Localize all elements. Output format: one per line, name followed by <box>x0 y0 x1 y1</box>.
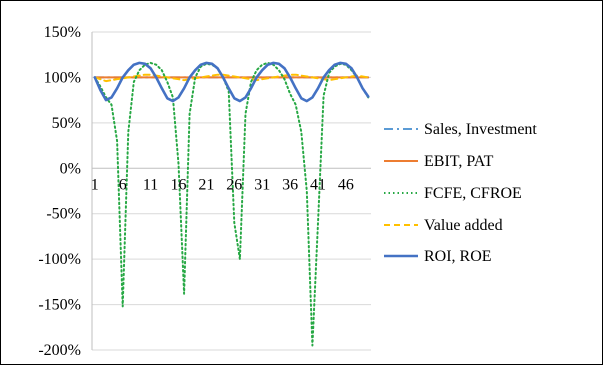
y-tick-label: 50% <box>52 115 81 132</box>
y-tick-label: 150% <box>44 24 81 41</box>
x-tick-label: 11 <box>143 176 158 193</box>
x-tick-label: 31 <box>254 176 270 193</box>
x-tick-label: 6 <box>119 176 127 193</box>
x-tick-label: 21 <box>198 176 214 193</box>
y-tick-label: -200% <box>38 342 81 359</box>
legend-label: Value added <box>424 217 503 234</box>
y-tick-label: -150% <box>38 297 81 314</box>
y-tick-label: 100% <box>44 69 81 86</box>
x-tick-label: 26 <box>226 176 242 193</box>
x-tick-label: 41 <box>310 176 326 193</box>
series-lines <box>93 61 370 347</box>
x-axis-tick-labels: 1 6 11 16 21 26 31 36 41 46 <box>91 176 354 193</box>
y-tick-label: -50% <box>46 206 81 223</box>
y-tick-label: 0% <box>60 160 81 177</box>
x-tick-label: 1 <box>91 176 99 193</box>
series-line-fcfe-cfroe <box>93 61 370 347</box>
legend-label: ROI, ROE <box>424 248 492 265</box>
legend-label: Sales, Investment <box>424 121 537 138</box>
x-tick-label: 46 <box>338 176 354 193</box>
legend-label: EBIT, PAT <box>424 153 494 170</box>
legend: Sales, Investment EBIT, PAT FCFE, CFROE Val… <box>384 121 537 265</box>
series-line-roi-roe <box>93 61 370 103</box>
legend-label: FCFE, CFROE <box>424 185 522 202</box>
x-tick-label: 16 <box>170 176 186 193</box>
x-tick-label: 36 <box>282 176 298 193</box>
y-axis-tick-labels: 150% 100% 50% 0% -50% -100% -150% -200% <box>38 24 81 359</box>
y-tick-label: -100% <box>38 251 81 268</box>
